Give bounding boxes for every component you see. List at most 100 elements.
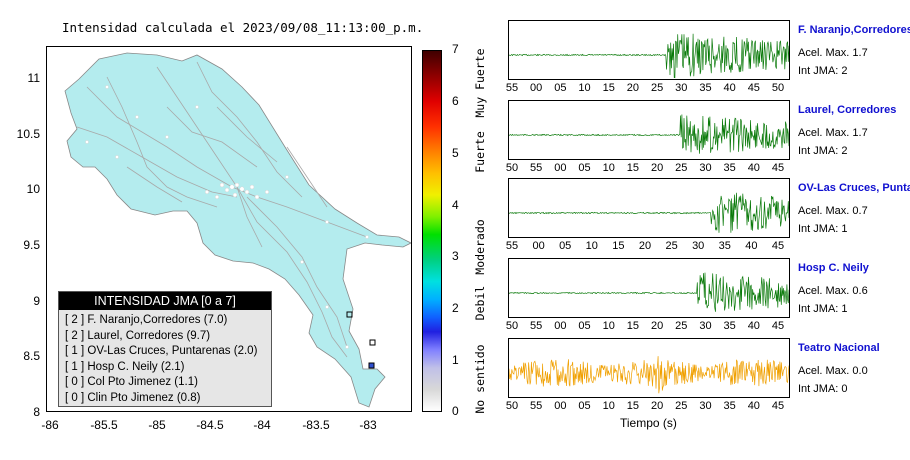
road-network: [76, 61, 368, 358]
time-tick: 20: [626, 82, 640, 94]
map-title: Intensidad calculada el 2023/09/08_11:13…: [62, 20, 424, 35]
station-marker: [346, 311, 353, 318]
colorbar-number: 1: [452, 353, 459, 367]
waveform-panel[interactable]: [508, 258, 790, 318]
waveform-trace: [509, 272, 789, 312]
waveform-panel[interactable]: [508, 100, 790, 160]
time-tick: 35: [723, 162, 736, 174]
time-tick: 35: [718, 240, 731, 252]
time-tick: 35: [699, 82, 712, 94]
time-tick: 15: [612, 240, 625, 252]
time-tick: 10: [602, 320, 615, 332]
station-name[interactable]: OV-Las Cruces, Puntar: [798, 182, 910, 194]
time-tick: 20: [650, 162, 664, 174]
time-tick: 55: [530, 162, 543, 174]
station-name[interactable]: Laurel, Corredores: [798, 104, 897, 116]
time-tick: 05: [578, 400, 591, 412]
time-tick: 25: [675, 320, 688, 332]
costa-rica-map: [64, 52, 411, 408]
station-name[interactable]: F. Naranjo,Corredores: [798, 24, 910, 36]
station-intensity: Int JMA: 0: [798, 383, 848, 395]
time-tick: 45: [771, 320, 785, 332]
time-tick: 05: [554, 82, 567, 94]
time-tick: 10: [602, 162, 615, 174]
station-marker: [369, 339, 376, 346]
x-tick: -84: [253, 418, 271, 432]
time-tick: 50: [771, 82, 785, 94]
time-tick: 30: [675, 82, 688, 94]
time-tick: 25: [665, 240, 678, 252]
waveform-trace: [509, 192, 789, 233]
station-markers: [346, 311, 376, 369]
time-tick: 15: [626, 320, 640, 332]
time-tick: 20: [650, 320, 664, 332]
time-tick: 25: [675, 162, 688, 174]
time-tick: 00: [530, 82, 543, 94]
legend-row: [ 0 ] Clin Pto Jimenez (0.8): [65, 391, 201, 404]
time-tick: 20: [650, 400, 664, 412]
station-intensity: Int JMA: 1: [798, 223, 848, 235]
legend-header: INTENSIDAD JMA [0 a 7]: [59, 292, 271, 310]
time-tick: 50: [505, 162, 519, 174]
time-tick: 40: [747, 320, 760, 332]
time-tick: 45: [771, 400, 785, 412]
station-accel: Acel. Max. 0.0: [798, 365, 868, 377]
station-name[interactable]: Teatro Nacional: [798, 342, 880, 354]
x-tick: -84.5: [196, 418, 224, 432]
time-tick: 00: [554, 400, 567, 412]
waveform-panel[interactable]: [508, 178, 790, 238]
waveform-panel[interactable]: [508, 20, 790, 80]
station-marker: [368, 362, 375, 369]
time-tick: 00: [554, 320, 567, 332]
time-tick: 15: [626, 400, 640, 412]
time-tick: 40: [723, 82, 736, 94]
waveform-trace: [509, 356, 789, 394]
colorbar-number: 5: [452, 146, 459, 160]
colorbar-number: 4: [452, 198, 459, 212]
time-tick: 55: [530, 400, 543, 412]
waveform-line: [509, 272, 789, 312]
time-tick: 30: [699, 162, 712, 174]
time-tick: 15: [626, 162, 640, 174]
time-tick: 05: [559, 240, 572, 252]
time-tick: 05: [578, 320, 591, 332]
time-tick: 10: [602, 400, 615, 412]
station-name[interactable]: Hosp C. Neily: [798, 262, 869, 274]
colorbar-number: 7: [452, 42, 459, 56]
legend-row: [ 1 ] OV-Las Cruces, Puntarenas (2.0): [65, 345, 258, 357]
time-tick: 10: [578, 82, 591, 94]
time-tick: 35: [723, 320, 736, 332]
x-tick: -83.5: [302, 418, 330, 432]
waveform-line: [509, 192, 789, 233]
time-tick: 25: [675, 400, 688, 412]
time-tick: 50: [505, 400, 519, 412]
time-tick: 25: [650, 82, 664, 94]
time-tick: 40: [747, 162, 760, 174]
city-dots: [85, 85, 369, 349]
y-tick: 10: [26, 182, 40, 196]
y-tick: 9.5: [23, 238, 40, 252]
x-tick: -85: [148, 418, 166, 432]
colorbar-label: No sentido: [473, 344, 487, 414]
station-intensity: Int JMA: 2: [798, 145, 848, 157]
colorbar-number: 0: [452, 404, 459, 418]
y-tick: 8: [33, 405, 40, 419]
time-tick: 45: [771, 162, 785, 174]
x-tick: -86: [41, 418, 59, 432]
station-accel: Acel. Max. 0.6: [798, 285, 868, 297]
intensity-legend: INTENSIDAD JMA [0 a 7] [ 2 ] F. Naranjo,…: [58, 291, 272, 407]
station-intensity: Int JMA: 1: [798, 303, 848, 315]
time-tick: 40: [747, 400, 760, 412]
waveform-line: [509, 33, 789, 79]
time-tick: 10: [585, 240, 598, 252]
time-tick: 00: [532, 240, 545, 252]
time-tick: 55: [530, 320, 543, 332]
time-tick: 45: [747, 82, 760, 94]
waveform-panel[interactable]: [508, 338, 790, 398]
legend-row: [ 1 ] Hosp C. Neily (2.1): [65, 360, 185, 373]
colorbar-number: 3: [452, 249, 459, 263]
time-tick: 20: [638, 240, 652, 252]
time-axis-label: Tiempo (s): [620, 416, 677, 430]
colorbar-number: 2: [452, 301, 459, 315]
legend-row: [ 2 ] F. Naranjo,Corredores (7.0): [65, 314, 228, 326]
